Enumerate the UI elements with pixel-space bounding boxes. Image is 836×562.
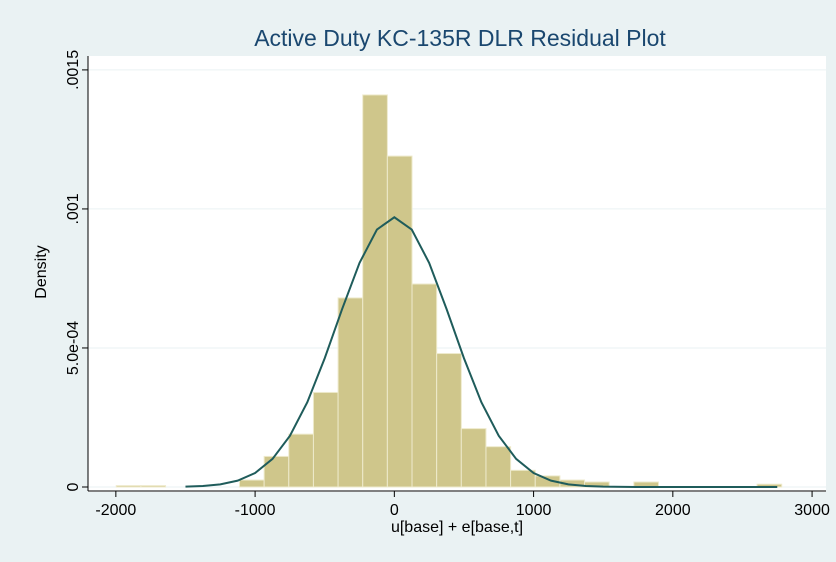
y-axis-label: Density — [33, 245, 50, 298]
bar — [140, 485, 167, 488]
bar — [362, 94, 388, 488]
bar — [386, 155, 413, 488]
bar — [485, 446, 512, 488]
bar — [411, 283, 438, 488]
bar — [337, 297, 364, 488]
x-tick-label: 3000 — [794, 502, 830, 519]
x-axis-label: u[base] + e[base,t] — [391, 519, 523, 536]
bar — [238, 479, 265, 488]
bar — [510, 469, 536, 488]
bar — [115, 485, 142, 488]
density-curve — [185, 216, 778, 488]
y-tick-label: 0 — [65, 482, 82, 491]
bar — [312, 391, 339, 488]
bar — [288, 433, 314, 488]
y-tick-label: 5.0e-04 — [65, 321, 82, 375]
x-tick-label: 2000 — [655, 502, 691, 519]
y-tick-label: .0015 — [65, 50, 82, 90]
x-tick-label: 0 — [390, 502, 399, 519]
bar — [436, 353, 462, 488]
x-tick-label: -1000 — [235, 502, 276, 519]
chart-title: Active Duty KC-135R DLR Residual Plot — [254, 25, 666, 51]
y-tick-label: .001 — [65, 193, 82, 224]
x-tick-label: -2000 — [95, 502, 136, 519]
bar — [460, 428, 487, 488]
x-tick-label: 1000 — [516, 502, 552, 519]
bar — [263, 455, 290, 488]
